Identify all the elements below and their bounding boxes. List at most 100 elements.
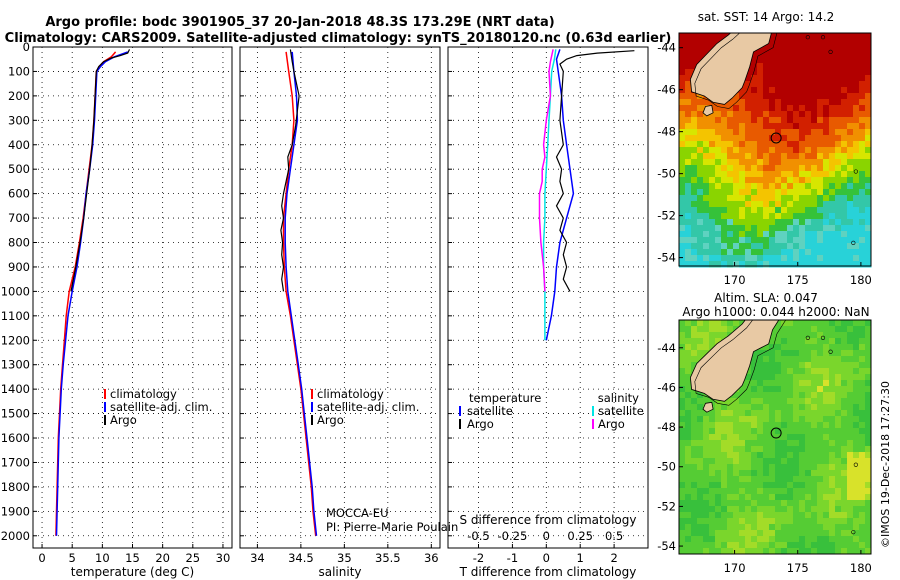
map-pixel <box>787 542 794 549</box>
map-pixel <box>859 428 866 435</box>
map-pixel <box>703 506 710 513</box>
map-pixel <box>775 159 782 166</box>
map-pixel <box>805 446 812 453</box>
map-pixel <box>787 482 794 489</box>
map-pixel <box>793 446 800 453</box>
map-pixel <box>811 177 818 184</box>
map-pixel <box>727 482 734 489</box>
map-pixel <box>805 63 812 70</box>
map-pixel <box>859 434 866 441</box>
map-pixel <box>733 177 740 184</box>
map-pixel <box>817 69 824 76</box>
map-pixel <box>757 392 764 399</box>
map-pixel <box>679 452 686 459</box>
map-pixel <box>775 81 782 88</box>
map-pixel <box>703 494 710 501</box>
map-pixel <box>799 416 806 423</box>
map-pixel <box>793 123 800 130</box>
map-pixel <box>787 33 794 40</box>
map-pixel <box>841 350 848 357</box>
map-pixel <box>751 548 758 555</box>
map-pixel <box>715 219 722 226</box>
map-pixel <box>751 500 758 507</box>
map-pixel <box>841 141 848 148</box>
map-pixel <box>829 207 836 214</box>
map-pixel <box>799 506 806 513</box>
map-pixel <box>775 452 782 459</box>
map-pixel <box>847 518 854 525</box>
y-tick-label: 1700 <box>1 455 30 469</box>
map-pixel <box>865 428 872 435</box>
map-pixel <box>685 105 692 112</box>
map-pixel <box>853 524 860 531</box>
map-pixel <box>847 380 854 387</box>
map-pixel <box>697 213 704 220</box>
map-pixel <box>805 255 812 262</box>
map-pixel <box>727 225 734 232</box>
map-pixel <box>733 111 740 118</box>
map-pixel <box>685 386 692 393</box>
map-pixel <box>859 135 866 142</box>
map-pixel <box>805 386 812 393</box>
map-pixel <box>793 494 800 501</box>
map-pixel <box>787 255 794 262</box>
map-pixel <box>811 165 818 172</box>
map-pixel <box>829 464 836 471</box>
map-pixel <box>679 494 686 501</box>
map-pixel <box>859 141 866 148</box>
map-pixel <box>703 243 710 250</box>
map-pixel <box>835 404 842 411</box>
map-pixel <box>859 207 866 214</box>
map-pixel <box>697 326 704 333</box>
map-pixel <box>697 512 704 519</box>
map-pixel <box>829 153 836 160</box>
map-pixel <box>817 219 824 226</box>
map-pixel <box>691 458 698 465</box>
map-pixel <box>811 380 818 387</box>
map-pixel <box>799 51 806 58</box>
map-pixel <box>775 231 782 238</box>
map-pixel <box>757 153 764 160</box>
map-pixel <box>781 255 788 262</box>
map-pixel <box>751 458 758 465</box>
map-pixel <box>733 530 740 537</box>
map-pixel <box>691 165 698 172</box>
map-pixel <box>733 392 740 399</box>
map-pixel <box>709 488 716 495</box>
map-pixel <box>769 440 776 447</box>
map-pixel <box>691 404 698 411</box>
map-pixel <box>727 111 734 118</box>
map-pixel <box>793 129 800 136</box>
map-pixel <box>829 231 836 238</box>
map-pixel <box>769 392 776 399</box>
map-pixel <box>811 201 818 208</box>
map-pixel <box>775 99 782 106</box>
map-pixel <box>721 410 728 417</box>
map-pixel <box>829 117 836 124</box>
map-pixel <box>769 332 776 339</box>
map-pixel <box>769 482 776 489</box>
map-pixel <box>715 105 722 112</box>
map-pixel <box>805 117 812 124</box>
map-pixel <box>685 75 692 82</box>
map-pixel <box>835 392 842 399</box>
map-pixel <box>859 129 866 136</box>
map-pixel <box>817 530 824 537</box>
map-pixel <box>751 201 758 208</box>
map-pixel <box>691 63 698 70</box>
map-pixel <box>745 386 752 393</box>
map-pixel <box>745 428 752 435</box>
map-pixel <box>817 111 824 118</box>
map-pixel <box>793 344 800 351</box>
map-pixel <box>763 243 770 250</box>
map-pixel <box>685 398 692 405</box>
map-pixel <box>853 81 860 88</box>
map-pixel <box>721 213 728 220</box>
map-pixel <box>751 380 758 387</box>
map-pixel <box>859 446 866 453</box>
map-pixel <box>823 75 830 82</box>
map-pixel <box>709 482 716 489</box>
map-pixel <box>679 237 686 244</box>
map-pixel <box>841 410 848 417</box>
map-pixel <box>697 117 704 124</box>
